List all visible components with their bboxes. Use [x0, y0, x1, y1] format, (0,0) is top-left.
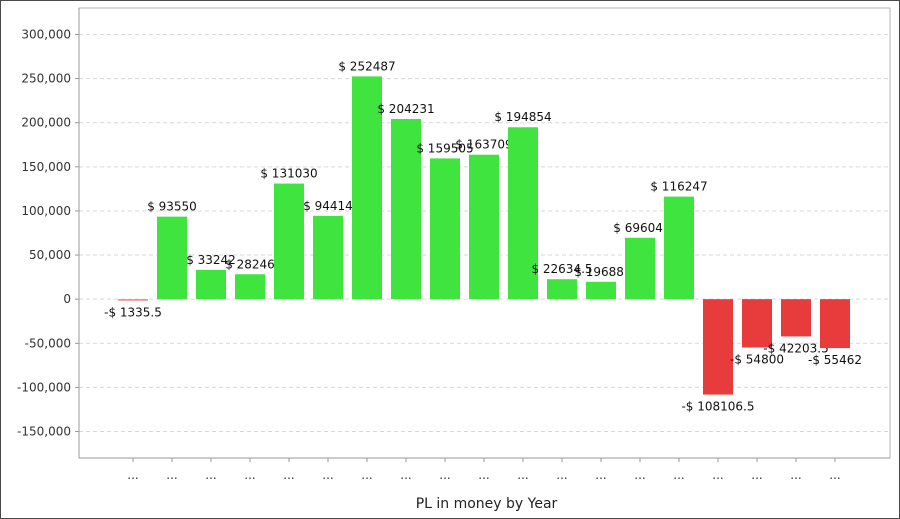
x-tick-label: ... [244, 468, 255, 482]
x-tick-label: ... [829, 468, 840, 482]
y-tick-label: -150,000 [17, 425, 71, 439]
y-tick-label: 150,000 [21, 160, 71, 174]
bar[interactable] [274, 183, 304, 300]
bar[interactable] [157, 216, 187, 300]
bar[interactable] [820, 299, 850, 349]
data-label: -$ 54800 [730, 353, 784, 367]
x-tick-label: ... [478, 468, 489, 482]
bar[interactable] [625, 237, 655, 300]
y-tick-label: 250,000 [21, 72, 71, 86]
data-label: $ 163709 [455, 138, 512, 152]
data-label: $ 116247 [650, 180, 707, 194]
data-label: $ 28246 [225, 257, 275, 271]
y-tick-label: 100,000 [21, 204, 71, 218]
bar[interactable] [235, 274, 265, 300]
x-tick-label: ... [595, 468, 606, 482]
x-tick-label: ... [439, 468, 450, 482]
data-label: -$ 1335.5 [104, 305, 162, 319]
x-tick-label: ... [634, 468, 645, 482]
data-label: $ 94414 [303, 199, 353, 213]
data-label: $ 22634.5 [531, 262, 592, 276]
x-tick-label: ... [673, 468, 684, 482]
y-tick-label: 0 [63, 292, 71, 306]
x-tick-label: ... [361, 468, 372, 482]
bar[interactable] [664, 196, 694, 300]
bar[interactable] [352, 76, 382, 300]
x-tick-label: ... [790, 468, 801, 482]
data-label: -$ 108106.5 [681, 400, 754, 414]
x-tick-label: ... [751, 468, 762, 482]
data-label: $ 33242 [186, 253, 236, 267]
bar[interactable] [742, 299, 772, 348]
x-tick-label: ... [322, 468, 333, 482]
bar[interactable] [430, 158, 460, 300]
y-tick-label: 200,000 [21, 116, 71, 130]
bar[interactable] [586, 281, 616, 300]
x-tick-label: ... [556, 468, 567, 482]
bar[interactable] [547, 279, 577, 300]
data-label: $ 19688. [574, 265, 627, 279]
data-label: $ 69604. [613, 221, 666, 235]
y-tick-label: 300,000 [21, 27, 71, 41]
x-axis-title: PL in money by Year [416, 496, 558, 512]
x-tick-label: ... [712, 468, 723, 482]
data-label: -$ 42203.5 [763, 341, 828, 355]
bar[interactable] [391, 118, 421, 300]
bar[interactable] [508, 127, 538, 300]
data-label: $ 204231 [377, 102, 434, 116]
x-tick-label: ... [400, 468, 411, 482]
y-tick-label: -50,000 [25, 336, 71, 350]
x-tick-label: ... [166, 468, 177, 482]
data-label: $ 159505 [416, 141, 473, 155]
data-label: $ 194854 [494, 110, 551, 124]
x-tick-label: ... [205, 468, 216, 482]
data-label: $ 93550 [147, 200, 197, 214]
x-tick-label: ... [517, 468, 528, 482]
bar[interactable] [469, 154, 499, 300]
y-tick-label: 50,000 [29, 248, 71, 262]
bar[interactable] [703, 299, 733, 395]
bar[interactable] [196, 269, 226, 300]
data-label: -$ 55462 [808, 353, 862, 367]
bar[interactable] [313, 215, 343, 300]
data-label: $ 252487 [338, 59, 395, 73]
x-tick-label: ... [283, 468, 294, 482]
y-tick-label: -100,000 [17, 380, 71, 394]
bar[interactable] [781, 299, 811, 337]
x-tick-label: ... [127, 468, 138, 482]
bar[interactable] [118, 299, 148, 301]
data-label: $ 131030 [260, 167, 317, 181]
